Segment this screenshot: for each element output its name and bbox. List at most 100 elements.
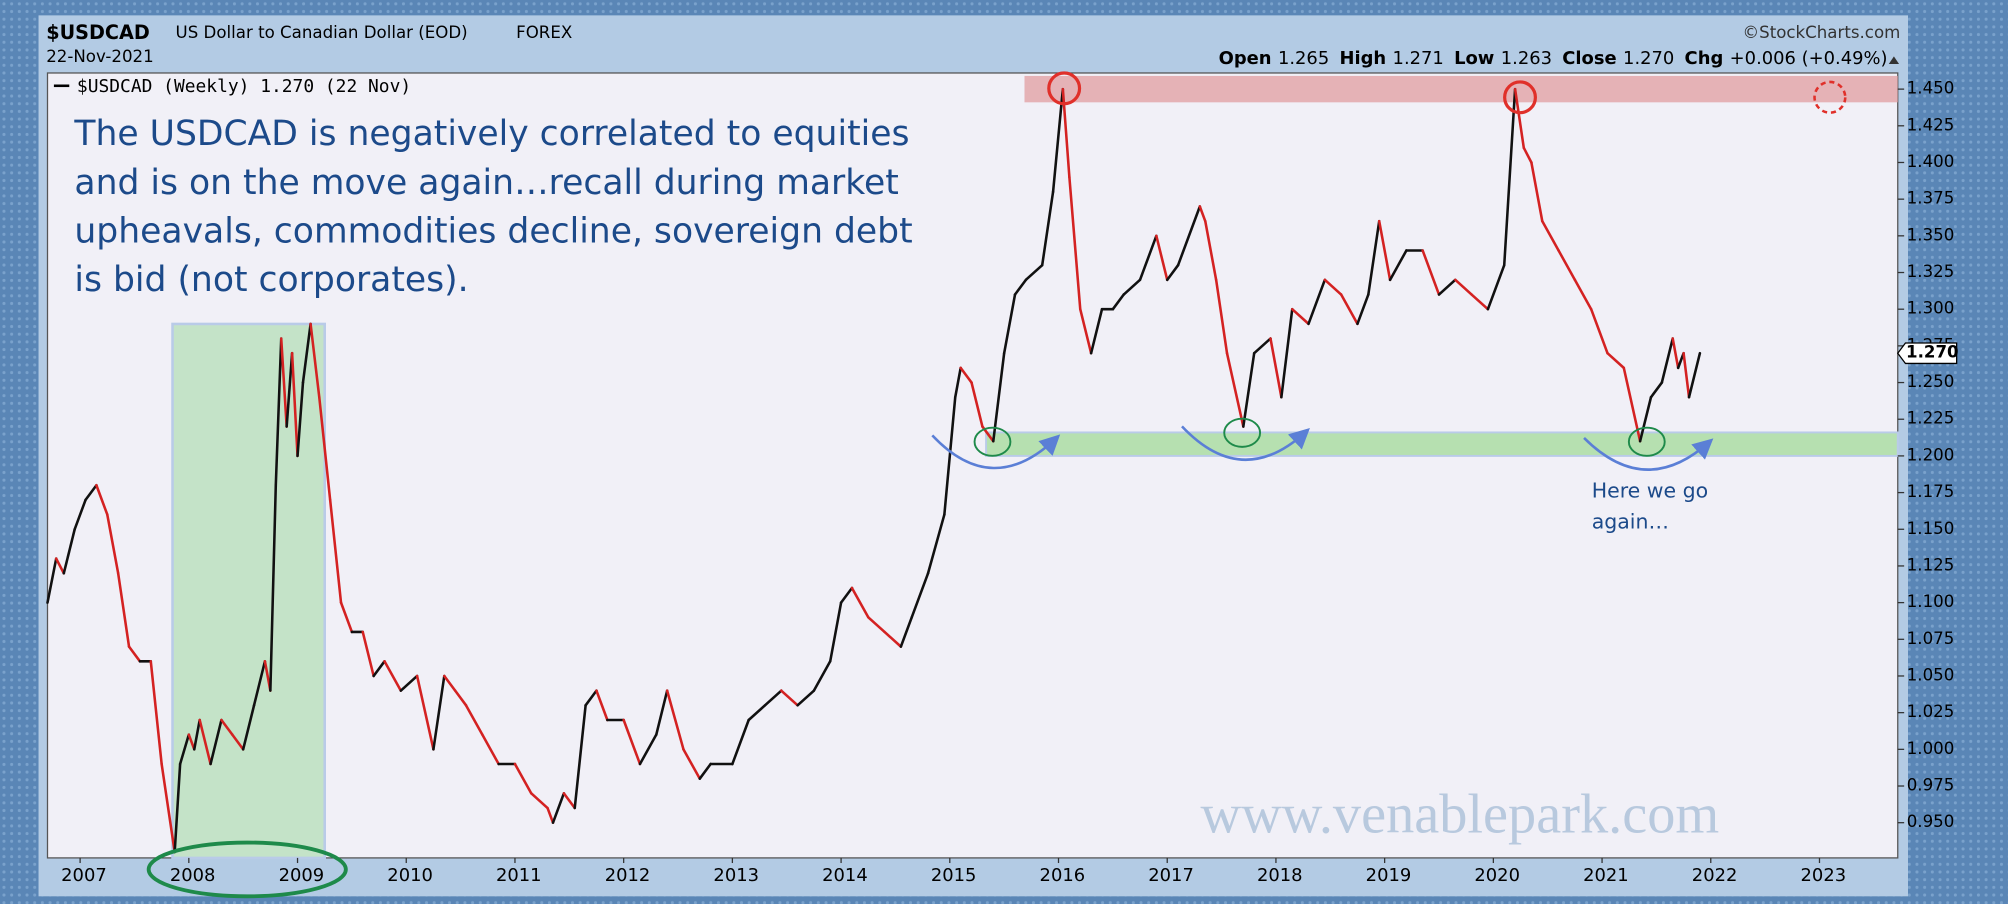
peak-circle (1813, 80, 1847, 114)
price-segment (1225, 351, 1245, 428)
price-segment (970, 381, 984, 428)
price-segment (682, 748, 702, 780)
y-tick-label: 1.175 (1907, 482, 1955, 501)
quote-value: 1.265 (1278, 48, 1329, 69)
price-segment (1660, 337, 1675, 384)
price-segment (953, 366, 962, 399)
price-segment (866, 616, 886, 634)
price-segment (1470, 293, 1490, 311)
y-tick-label: 0.950 (1907, 812, 1955, 831)
price-segment (1573, 278, 1593, 311)
price-segment (1388, 249, 1408, 282)
quote-value: 1.271 (1393, 48, 1444, 69)
price-segment (361, 630, 375, 678)
x-tick-label: 2008 (170, 865, 216, 886)
price-segment (1089, 307, 1104, 355)
description: US Dollar to Canadian Dollar (EOD) (176, 23, 468, 42)
price-segment (1051, 87, 1065, 194)
price-segment (562, 792, 577, 810)
plot-area (46, 72, 1899, 859)
x-tick-label: 2020 (1474, 865, 1520, 886)
symbol: $USDCAD (46, 21, 150, 44)
bounce-arrow (1583, 437, 1714, 471)
last-value-label: 1.270 (1906, 343, 1959, 362)
price-segment (1486, 263, 1506, 311)
price-segment (399, 674, 419, 692)
price-segment (1203, 219, 1218, 282)
price-segment (828, 601, 843, 663)
x-tick-label: 2010 (387, 865, 433, 886)
quote-label: Chg (1685, 48, 1724, 69)
price-segment (943, 395, 957, 516)
price-segment (241, 704, 256, 751)
price-segment (301, 322, 312, 384)
support-band (985, 431, 1899, 457)
annotation-line: upheavals, commodities decline, sovereig… (74, 212, 912, 252)
price-segment (1377, 219, 1392, 282)
y-tick-label: 1.025 (1907, 702, 1955, 721)
price-segment (1530, 161, 1544, 223)
price-segment (638, 733, 658, 766)
price-segment (1437, 278, 1457, 296)
x-tick-label: 2022 (1692, 865, 1738, 886)
price-segment (883, 630, 903, 648)
y-tick-label: 1.325 (1907, 262, 1955, 281)
price-segment (529, 792, 549, 810)
price-segment (432, 674, 446, 751)
price-segment (698, 762, 712, 780)
y-tick-label: 1.200 (1907, 445, 1955, 464)
y-tick-label: 1.300 (1907, 299, 1955, 318)
price-segment (95, 483, 109, 516)
price-segment (573, 704, 587, 810)
y-tick-label: 1.125 (1907, 555, 1955, 574)
price-segment (655, 689, 669, 736)
price-segment (731, 718, 750, 766)
price-segment (443, 674, 457, 692)
change-arrow (1888, 56, 1900, 65)
price-segment (1198, 205, 1207, 223)
price-segment (1269, 337, 1283, 399)
price-segment (584, 689, 598, 707)
quote-value: 1.263 (1501, 48, 1552, 69)
price-segment (595, 689, 609, 722)
bounce-arrow (931, 434, 1061, 470)
price-segment (1339, 293, 1359, 326)
note-line: again… (1592, 509, 1669, 533)
x-tick-label: 2016 (1040, 865, 1086, 886)
annotation-line: The USDCAD is negatively correlated to e… (73, 114, 909, 154)
price-segment (309, 322, 321, 399)
quote-value: 1.270 (1623, 48, 1674, 69)
x-tick-label: 2015 (931, 865, 977, 886)
price-segment (1111, 293, 1126, 311)
price-segment (279, 337, 288, 428)
price-segment (959, 366, 973, 384)
price-segment (372, 660, 386, 678)
y-tick-label: 1.075 (1907, 629, 1955, 648)
price-segment (1122, 278, 1142, 296)
price-segment (1649, 381, 1664, 399)
price-segment (1252, 337, 1272, 355)
trough-circle (1223, 417, 1262, 448)
price-segment (1165, 263, 1180, 282)
y-tick-label: 1.000 (1907, 739, 1955, 758)
price-segment (910, 571, 930, 619)
y-tick-label: 1.225 (1907, 409, 1955, 428)
price-segment (252, 660, 267, 707)
price-segment (231, 733, 245, 751)
peak-circle (1047, 71, 1082, 106)
price-segment (546, 806, 555, 824)
quote-label: Close (1562, 48, 1616, 69)
price-segment (149, 660, 163, 766)
x-tick-label: 2019 (1366, 865, 1412, 886)
price-segment (1454, 278, 1473, 296)
price-segment (1323, 278, 1343, 296)
price-segment (1687, 351, 1702, 399)
price-segment (415, 674, 435, 751)
quote-value: +0.006 (+0.49%) (1730, 48, 1888, 69)
y-tick-label: 1.375 (1907, 189, 1955, 208)
price-segment (1682, 351, 1691, 399)
price-segment (192, 718, 201, 751)
price-segment (274, 337, 283, 487)
price-segment (747, 704, 767, 722)
